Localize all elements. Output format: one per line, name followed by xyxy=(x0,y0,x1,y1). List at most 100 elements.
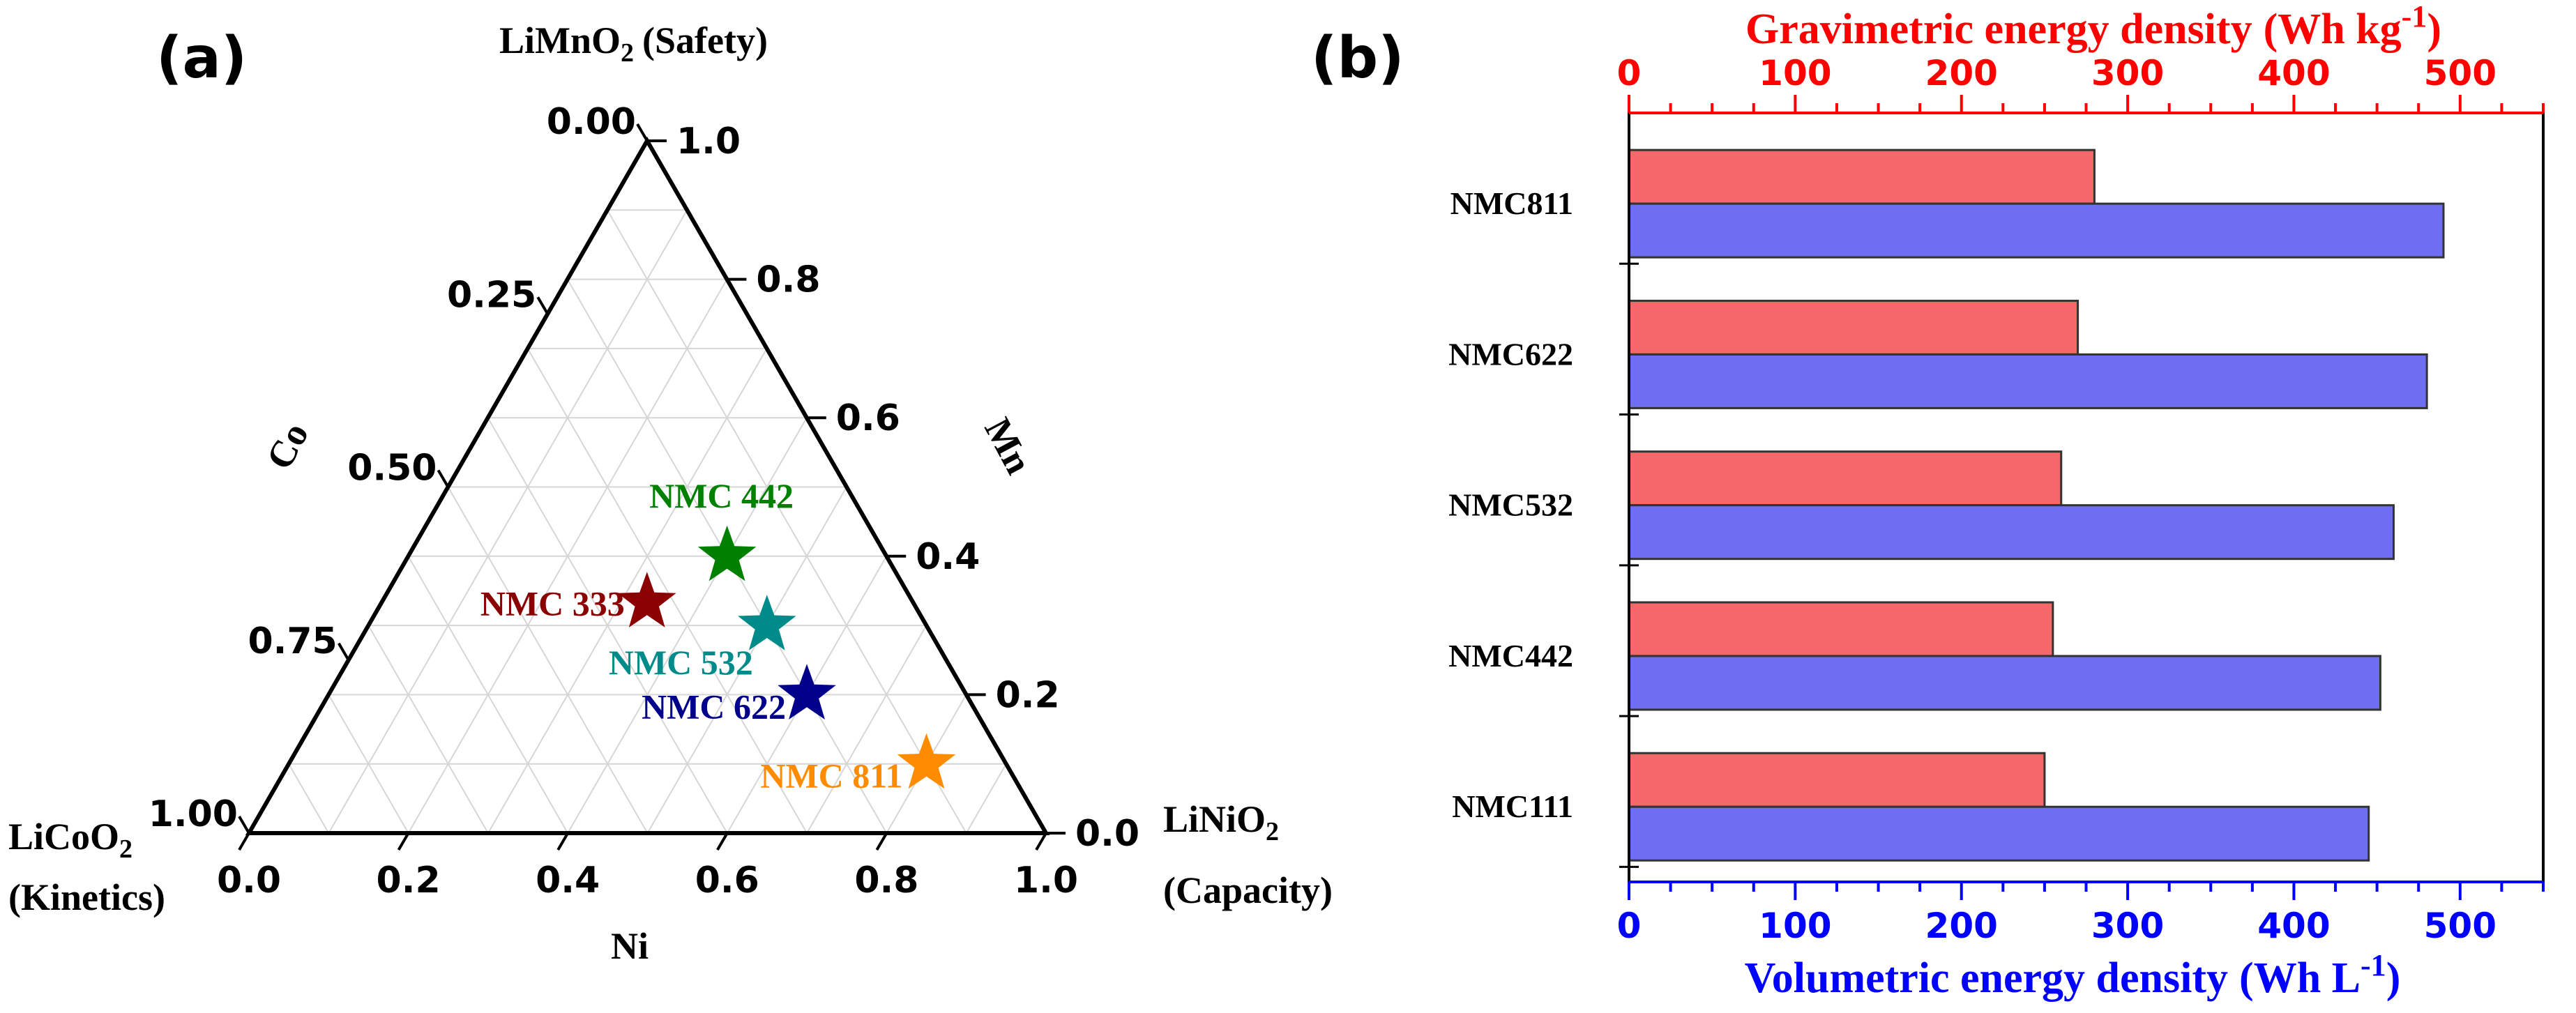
tick-label-ni: 0.6 xyxy=(695,860,759,901)
data-point-label: NMC 442 xyxy=(649,476,794,515)
top-axis-exp: -1 xyxy=(2402,0,2427,33)
bar-volumetric xyxy=(1628,805,2370,862)
bar-volumetric xyxy=(1628,655,2381,711)
tick-mark xyxy=(397,832,410,851)
top-tick-label: 200 xyxy=(1925,53,1998,93)
vertex-label-left: LiCoO2 xyxy=(8,816,132,864)
category-label: NMC532 xyxy=(1448,487,1573,523)
bar-volumetric xyxy=(1628,504,2395,561)
tick-mark xyxy=(556,832,569,851)
grid-line-co xyxy=(447,487,649,834)
top-axis-close: ) xyxy=(2427,6,2441,53)
bar-gravimetric xyxy=(1628,148,2096,205)
grid-line-ni xyxy=(646,487,847,834)
tick-mark xyxy=(636,123,649,142)
grid-line-ni xyxy=(806,625,927,834)
tick-mark xyxy=(536,296,549,315)
data-point-label: NMC 622 xyxy=(642,687,786,726)
bottom-axis-title: Volumetric energy density (Wh L-1) xyxy=(1745,948,2401,1002)
data-point-star xyxy=(778,664,836,719)
tick-label-mn: 0.2 xyxy=(996,674,1060,716)
tick-mark xyxy=(338,642,350,661)
axis-label-mn: Mn xyxy=(976,411,1040,481)
tick-label-mn: 0.8 xyxy=(756,259,820,301)
vertex-label-top: LiMnO2 (Safety) xyxy=(499,20,768,68)
top-tick-label: 300 xyxy=(2091,53,2164,93)
tick-label-ni: 0.2 xyxy=(377,860,441,901)
bottom-tick-label: 500 xyxy=(2424,906,2497,946)
ternary-panel: (a) LiMnO2 (Safety) 0.0 0.2 0.4 0.6 0.8 1.0 0.0… xyxy=(8,20,1333,967)
tick-label-co: 0.00 xyxy=(547,101,636,143)
tick-mark xyxy=(238,832,250,851)
bar-axes: 0 100 200 300 400 500 0 100 200 300 400 500 xyxy=(1617,53,2545,946)
category-label: NMC442 xyxy=(1448,638,1573,673)
top-axis-unit: (Wh kg xyxy=(2264,6,2402,53)
grid-line-co xyxy=(328,694,409,834)
ternary-grid xyxy=(288,209,1007,834)
tick-label-co: 1.00 xyxy=(149,793,238,835)
bottom-axis-close: ) xyxy=(2386,954,2401,1002)
data-point-star xyxy=(897,733,956,789)
data-point-star xyxy=(738,595,796,650)
data-point-label: NMC 811 xyxy=(760,756,902,795)
bottom-tick-label: 100 xyxy=(1759,906,1831,946)
vertex-top-name: LiMnO xyxy=(499,20,621,61)
ternary-points: NMC 333 NMC 442 NMC 532 NMC 622 NMC 811 xyxy=(480,476,956,795)
grid-line-co xyxy=(288,763,330,834)
tick-label-ni: 0.8 xyxy=(854,860,918,901)
grid-line-co xyxy=(407,556,569,834)
bottom-axis-title-text: Volumetric energy density xyxy=(1745,954,2228,1002)
top-axis-title-text: Gravimetric energy density xyxy=(1745,6,2252,53)
bottom-axis-unit: (Wh L xyxy=(2239,954,2361,1002)
vertex-right-name: LiNiO xyxy=(1163,798,1266,840)
vertex-label-right: LiNiO2 xyxy=(1163,798,1279,846)
tick-label-ni: 0.4 xyxy=(536,860,600,901)
tick-mark xyxy=(1035,832,1047,851)
bar-gravimetric xyxy=(1628,299,2079,356)
tick-mark xyxy=(437,469,450,488)
tick-mark xyxy=(875,832,888,851)
vertex-left-name: LiCoO xyxy=(8,816,119,858)
bottom-tick-label: 200 xyxy=(1925,906,1998,946)
vertex-right-sub: 2 xyxy=(1266,817,1279,846)
panel-label-b: (b) xyxy=(1311,25,1404,91)
vertex-top-sub: 2 xyxy=(621,38,634,68)
bar-gravimetric xyxy=(1628,601,2054,657)
bottom-tick-label: 0 xyxy=(1617,906,1642,946)
bar-gravimetric xyxy=(1628,752,2046,808)
vertex-left-role: (Kinetics) xyxy=(8,876,165,918)
panel-label-a: (a) xyxy=(156,25,247,91)
tick-mark xyxy=(716,832,729,851)
data-point-label: NMC 333 xyxy=(480,584,625,623)
vertex-right-role: (Capacity) xyxy=(1163,869,1333,911)
grid-line-co xyxy=(526,348,808,834)
category-label: NMC811 xyxy=(1450,185,1573,221)
category-label: NMC622 xyxy=(1448,336,1573,372)
bar-group: NMC811 NMC622 NMC532 NMC442 NMC111 xyxy=(1448,148,2445,868)
tick-label-co: 0.75 xyxy=(248,620,337,662)
tick-label-ni: 0.0 xyxy=(217,860,281,901)
tick-label-mn: 0.6 xyxy=(836,397,900,439)
bottom-tick-label: 300 xyxy=(2091,906,2164,946)
grid-line-ni xyxy=(965,763,1007,834)
top-tick-label: 100 xyxy=(1759,53,1831,93)
grid-line-ni xyxy=(487,348,768,834)
axis-label-co: Co xyxy=(258,416,317,475)
tick-mark xyxy=(238,815,250,835)
tick-label-co: 0.50 xyxy=(347,448,437,489)
grid-line-co xyxy=(368,625,489,834)
bar-volumetric xyxy=(1628,353,2428,409)
bottom-tick-label: 400 xyxy=(2257,906,2330,946)
data-point-star xyxy=(697,525,757,581)
top-axis-title: Gravimetric energy density (Wh kg-1) xyxy=(1745,0,2441,53)
ternary-ticks: 0.0 0.2 0.4 0.6 0.8 1.0 0.0 0.2 0.4 0.6 0.8 1.0 0.00… xyxy=(149,101,1139,901)
tick-label-co: 0.25 xyxy=(447,274,536,316)
tick-label-ni: 1.0 xyxy=(1014,860,1078,901)
top-tick-label: 400 xyxy=(2257,53,2330,93)
grid-line-co xyxy=(607,209,967,834)
top-tick-label: 0 xyxy=(1617,53,1642,93)
grid-line-ni xyxy=(328,209,688,834)
bar-gravimetric xyxy=(1628,450,2063,507)
axis-label-ni: Ni xyxy=(611,925,649,967)
